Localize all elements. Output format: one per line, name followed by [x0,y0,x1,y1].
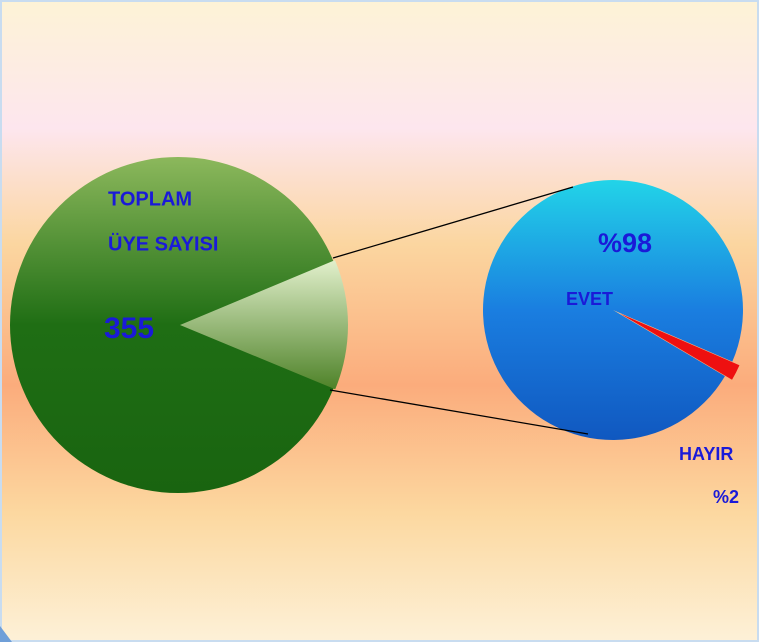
category-label: HAYIR [679,444,733,464]
data-label: %98 [598,228,652,258]
total-value: 355 [104,312,154,345]
category-label: EVET [566,289,613,309]
total-pie [10,157,346,493]
connector [332,186,574,259]
total-label: TOPLAM [108,188,192,210]
total-label: ÜYE SAYISI [108,232,218,255]
pie-slice [620,313,740,380]
data-label: %2 [713,487,739,507]
pie-slice [482,180,743,441]
corner-mark [0,626,12,642]
highlight-wedge [180,260,348,390]
connector [329,389,589,435]
